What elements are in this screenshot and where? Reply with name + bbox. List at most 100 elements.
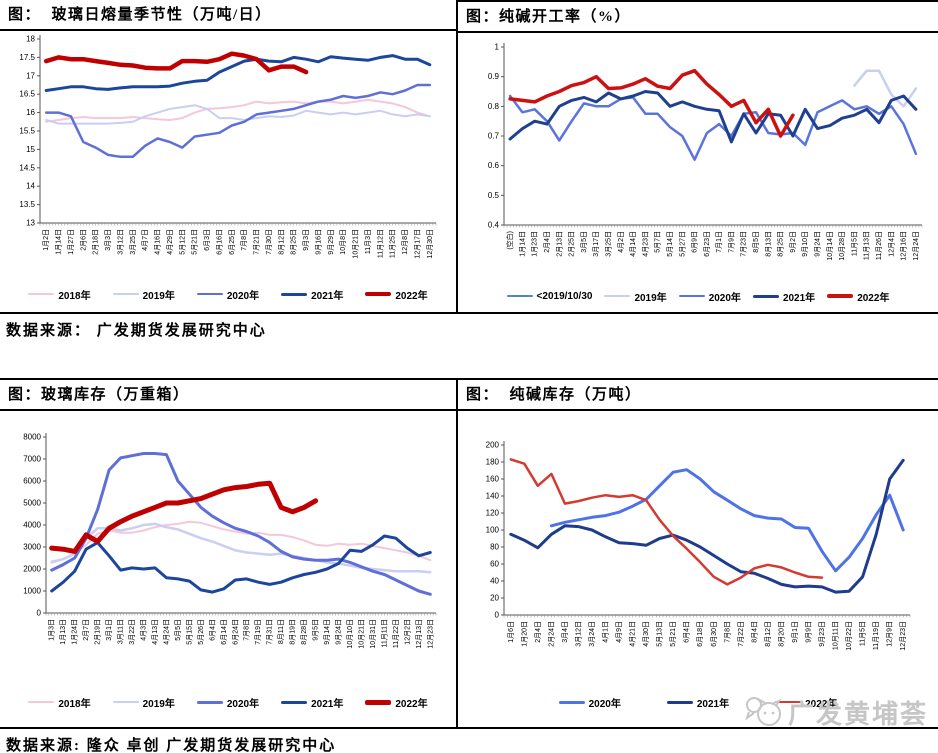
x-tick-label: 2月13日: [555, 231, 563, 257]
legend-label: 2018年: [58, 290, 91, 302]
x-tick-label: 2月4日: [543, 231, 551, 253]
y-tick-label: 0.7: [488, 132, 500, 141]
y-tick-label: 200: [486, 441, 500, 450]
panel-glass-melting: 图： 玻璃日熔量季节性（万吨/日） 18 17.5 17 16.5 16 15.5 15 14…: [0, 0, 456, 312]
x-tick-label: 8月19日: [289, 619, 297, 645]
x-tick-label: 9月14日: [323, 619, 331, 645]
x-tick-label: 4月23日: [641, 231, 649, 257]
legend-item-2019年: 2019年: [112, 287, 175, 302]
y-tick-label: 4000: [23, 521, 41, 530]
legend-label: 2022年: [395, 698, 428, 710]
x-tick-label: 2月7日: [82, 619, 90, 641]
x-tick-label: 5月7日: [654, 231, 662, 253]
x-tick-label: 9月29日: [327, 229, 335, 255]
bottom-chart-row: 图：玻璃库存（万重箱） 8000 7000 6000 5000 4000 3000 2000…: [0, 378, 938, 729]
x-tick-label: 6月18日: [696, 621, 704, 647]
x-tick-label: 9月24日: [814, 231, 822, 257]
legend-swatch: [666, 700, 693, 704]
x-tick-label: 8月5日: [752, 231, 760, 253]
series-line-2022年: [49, 480, 319, 554]
x-tick-label: 3月5日: [580, 231, 588, 253]
y-tick-label: 160: [486, 475, 500, 484]
series-line-2022年: [508, 68, 795, 138]
x-tick-label: 6月3日: [203, 229, 211, 251]
x-tick-label: 1月24日: [71, 619, 79, 645]
legend-swatch: [506, 294, 533, 298]
legend-glass-inventory: 2018年 2019年 2020年 2021年 2022年: [0, 691, 456, 713]
legend-item-<2019/10/30: <2019/10/30: [506, 291, 592, 302]
series-line-2019年: [45, 104, 431, 125]
chart-title-soda-inventory: 图： 纯碱库存（万吨）: [458, 380, 938, 411]
x-tick-label: 5月5日: [174, 619, 182, 641]
legend-item-2018年: 2018年: [28, 695, 91, 710]
x-tick-label: 12月23日: [899, 621, 907, 651]
panel-soda-operating-rate: 图：纯碱开工率（%） 1 0.9 0.8 0.7 0.6 0.5 0.4 (空白) 1月14日 1…: [456, 0, 938, 312]
panel-glass-inventory: 图：玻璃库存（万重箱） 8000 7000 6000 5000 4000 3000 2000…: [0, 380, 456, 727]
x-tick-label: 7月1日: [715, 231, 723, 253]
y-tick-label: 14: [26, 182, 35, 191]
chat-cat-logo-icon: [745, 697, 782, 726]
legend-swatch: [604, 294, 631, 298]
y-tick-label: 13: [26, 219, 35, 228]
series-line-2021年: [44, 54, 432, 92]
x-tick-label: 4月24日: [162, 619, 170, 645]
x-tick-label: 7月22日: [737, 621, 745, 647]
chart-canvas-glass-inventory: 8000 7000 6000 5000 4000 3000 2000 1000 0 1月3日 1月1…: [23, 433, 437, 649]
x-tick-label: 7月30日: [265, 229, 273, 255]
y-tick-label: 13.5: [19, 200, 35, 209]
data-source-bottom: 数据来源: 隆众 卓创 广发期货发展研究中心: [6, 738, 337, 753]
x-tick-label: 6月23日: [703, 231, 711, 257]
y-tick-label: 14.5: [19, 163, 35, 172]
x-tick-label: 8月4日: [750, 621, 758, 643]
x-tick-label: 11月11日: [380, 619, 388, 648]
y-tick-label: 0.9: [488, 72, 500, 81]
panel-soda-inventory: 图： 纯碱库存（万吨） 200 180 160 140 120 100 80 60 40 20 0 1…: [456, 380, 938, 727]
legend-swatch: [112, 700, 139, 704]
x-tick-label: 3月1日: [105, 619, 113, 641]
x-tick-label: 5月21日: [669, 621, 677, 647]
x-tick-label: 4月13日: [151, 619, 159, 645]
x-tick-label: 4月1日: [602, 621, 610, 643]
legend-swatch: [281, 700, 308, 704]
legend-label: 2022年: [395, 290, 428, 302]
x-tick-label: 1月3日: [48, 619, 56, 641]
legend-swatch: [112, 292, 139, 296]
legend-swatch: [281, 292, 308, 296]
legend-item-2022年: 2022年: [365, 287, 428, 302]
y-tick-label: 0.5: [488, 191, 500, 200]
y-tick-label: 6000: [23, 477, 41, 486]
x-tick-label: 2月6日: [79, 229, 87, 251]
y-tick-label: 0: [37, 609, 42, 618]
y-tick-label: 2000: [23, 565, 41, 574]
x-tick-label: 11月12日: [376, 229, 384, 258]
x-tick-label: 2月18日: [92, 229, 100, 255]
x-tick-label: 3月25日: [605, 231, 613, 257]
legend-item-2020年: 2020年: [196, 287, 259, 302]
x-tick-label: 10月10日: [346, 619, 354, 649]
y-tick-label: 40: [490, 577, 499, 586]
x-tick-label: 4月16日: [154, 229, 162, 255]
x-tick-label: 7月8日: [243, 619, 251, 641]
y-tick-label: 15.5: [19, 127, 35, 136]
chart-title-soda-operating-rate: 图：纯碱开工率（%）: [458, 2, 938, 33]
x-tick-label: 3月24日: [588, 621, 596, 647]
legend-label: 2019年: [142, 698, 175, 710]
legend-item-2021年: 2021年: [281, 287, 343, 302]
series-line-2018年: [50, 520, 432, 563]
x-tick-label: 11月25日: [389, 229, 397, 258]
x-tick-label: 9月23日: [818, 621, 826, 647]
legend-label: 2022年: [857, 292, 890, 304]
x-tick-label: 11月3日: [364, 229, 372, 254]
x-tick-label: 9月16日: [314, 229, 322, 255]
legend-item-2022年: 2022年: [365, 695, 428, 710]
chart-canvas-soda-operating-rate: 1 0.9 0.8 0.7 0.6 0.5 0.4 (空白) 1月14日 1月23日 2月4日 2月1…: [488, 43, 923, 261]
x-tick-label: 10月22日: [845, 621, 853, 651]
y-tick-label: 0.8: [488, 102, 500, 111]
x-tick-label: 3月25日: [129, 229, 137, 255]
x-tick-label: 10月8日: [339, 229, 347, 255]
legend-swatch: [365, 699, 392, 705]
legend-label: 2022年: [805, 698, 838, 710]
x-tick-label: 6月4日: [208, 619, 216, 641]
y-tick-label: 8000: [23, 433, 41, 442]
series-line-2018年: [45, 98, 431, 123]
